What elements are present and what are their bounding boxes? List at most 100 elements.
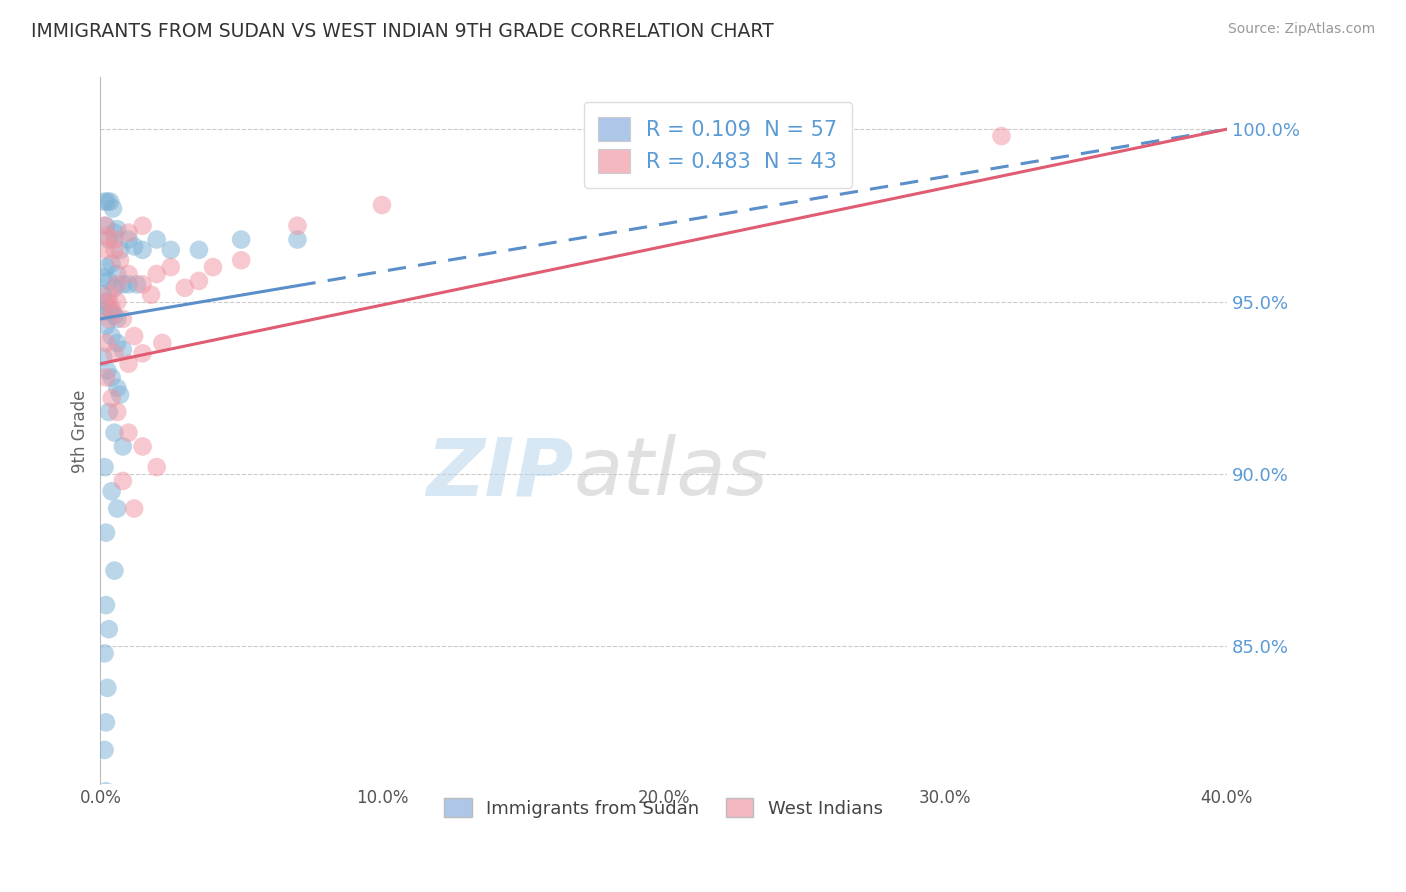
Point <box>122 239 145 253</box>
Point <box>100 484 122 499</box>
Point <box>103 281 125 295</box>
Point <box>117 267 139 281</box>
Point <box>100 391 122 405</box>
Point <box>94 294 117 309</box>
Point <box>231 233 253 247</box>
Point <box>91 270 114 285</box>
Point <box>97 405 120 419</box>
Point <box>159 260 181 274</box>
Point <box>94 260 117 274</box>
Point <box>111 343 134 357</box>
Point <box>131 346 153 360</box>
Point <box>105 267 128 281</box>
Point <box>97 301 120 316</box>
Point <box>93 646 115 660</box>
Point <box>100 301 122 316</box>
Point <box>108 253 131 268</box>
Point <box>150 336 173 351</box>
Point <box>131 440 153 454</box>
Point <box>103 233 125 247</box>
Y-axis label: 9th Grade: 9th Grade <box>72 389 89 473</box>
Point <box>108 243 131 257</box>
Point <box>145 267 167 281</box>
Point <box>122 329 145 343</box>
Point <box>94 336 117 351</box>
Point <box>131 277 153 292</box>
Point <box>91 350 114 364</box>
Point <box>94 318 117 333</box>
Point <box>93 219 115 233</box>
Point <box>94 243 117 257</box>
Point <box>94 598 117 612</box>
Point <box>187 274 209 288</box>
Point <box>105 311 128 326</box>
Point <box>371 198 394 212</box>
Point <box>105 381 128 395</box>
Point <box>91 287 114 301</box>
Point <box>94 370 117 384</box>
Point <box>96 681 118 695</box>
Point <box>990 129 1012 144</box>
Point <box>100 257 122 271</box>
Point <box>122 501 145 516</box>
Point <box>103 564 125 578</box>
Point <box>125 277 148 292</box>
Point <box>105 294 128 309</box>
Point <box>231 253 253 268</box>
Point <box>101 202 124 216</box>
Point <box>159 243 181 257</box>
Point <box>105 277 128 292</box>
Point <box>201 260 224 274</box>
Point <box>131 243 153 257</box>
Point <box>105 501 128 516</box>
Text: ZIP: ZIP <box>426 434 574 512</box>
Point <box>96 229 118 244</box>
Point <box>94 715 117 730</box>
Point <box>96 363 118 377</box>
Point <box>117 226 139 240</box>
Legend: Immigrants from Sudan, West Indians: Immigrants from Sudan, West Indians <box>437 790 890 825</box>
Point <box>103 243 125 257</box>
Point <box>93 194 115 209</box>
Point <box>94 784 117 798</box>
Point <box>97 311 120 326</box>
Point <box>93 460 115 475</box>
Point <box>145 460 167 475</box>
Point <box>97 233 120 247</box>
Point <box>97 294 120 309</box>
Point <box>96 194 118 209</box>
Point <box>287 219 309 233</box>
Point <box>98 194 121 209</box>
Point <box>793 150 815 164</box>
Point <box>97 622 120 636</box>
Text: atlas: atlas <box>574 434 768 512</box>
Point <box>111 440 134 454</box>
Point <box>94 525 117 540</box>
Point <box>100 370 122 384</box>
Point <box>100 329 122 343</box>
Point <box>105 222 128 236</box>
Point <box>93 743 115 757</box>
Point <box>117 357 139 371</box>
Point <box>97 274 120 288</box>
Point <box>131 219 153 233</box>
Point <box>103 346 125 360</box>
Point <box>117 277 139 292</box>
Point <box>103 425 125 440</box>
Point <box>100 305 122 319</box>
Point <box>103 226 125 240</box>
Point <box>97 287 120 301</box>
Point <box>111 474 134 488</box>
Point <box>111 311 134 326</box>
Point <box>139 287 162 301</box>
Point <box>117 425 139 440</box>
Point <box>105 405 128 419</box>
Point <box>287 233 309 247</box>
Point <box>145 233 167 247</box>
Point <box>187 243 209 257</box>
Point <box>105 336 128 351</box>
Point <box>117 233 139 247</box>
Point <box>173 281 195 295</box>
Text: IMMIGRANTS FROM SUDAN VS WEST INDIAN 9TH GRADE CORRELATION CHART: IMMIGRANTS FROM SUDAN VS WEST INDIAN 9TH… <box>31 22 773 41</box>
Text: Source: ZipAtlas.com: Source: ZipAtlas.com <box>1227 22 1375 37</box>
